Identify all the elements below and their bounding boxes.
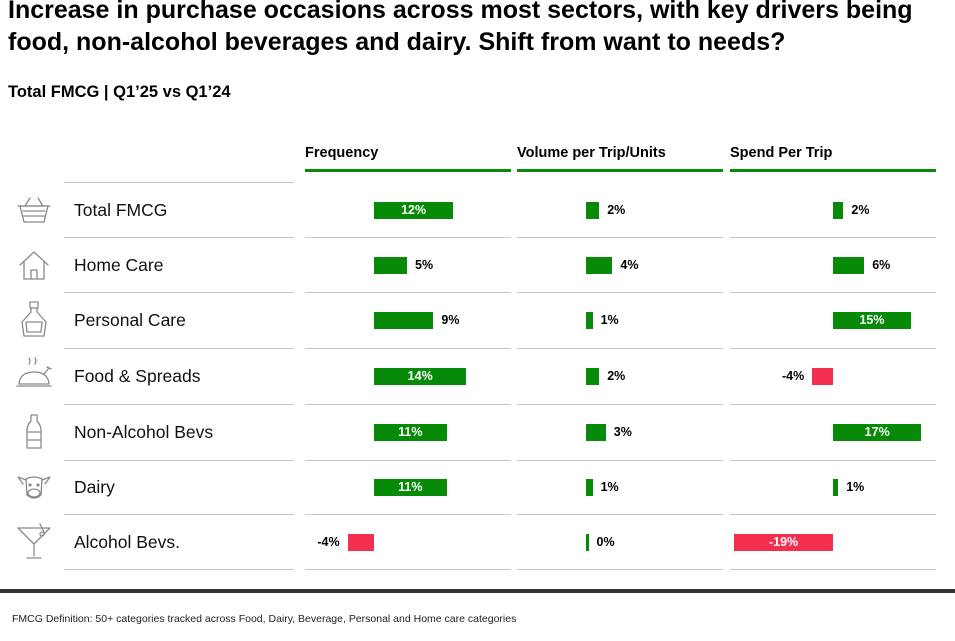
bar-mark bbox=[374, 424, 447, 441]
row-divider bbox=[64, 237, 294, 238]
data-label: 15% bbox=[859, 313, 885, 327]
bar-mark bbox=[586, 368, 600, 385]
series-header-rule bbox=[730, 169, 936, 172]
data-label: 12% bbox=[401, 203, 427, 217]
data-label: 0% bbox=[596, 535, 615, 549]
data-label: 14% bbox=[407, 369, 433, 383]
chart-title: Increase in purchase occasions across mo… bbox=[8, 0, 913, 56]
data-label: 17% bbox=[864, 425, 890, 439]
row-divider bbox=[305, 348, 511, 349]
data-label: 1% bbox=[846, 480, 865, 494]
data-label: 4% bbox=[620, 258, 639, 272]
bar-mark bbox=[586, 534, 589, 551]
bar-mark bbox=[586, 257, 613, 274]
row-divider bbox=[730, 348, 936, 349]
row-divider bbox=[517, 514, 723, 515]
category-label: Home Care bbox=[74, 255, 164, 275]
data-label: 9% bbox=[441, 313, 460, 327]
row-divider bbox=[64, 404, 294, 405]
row-divider bbox=[730, 292, 936, 293]
row-divider bbox=[64, 514, 294, 515]
bar-mark bbox=[374, 202, 454, 219]
row-divider bbox=[64, 569, 294, 570]
chart-subtitle: Total FMCG | Q1’25 vs Q1’24 bbox=[8, 83, 231, 101]
data-label: 2% bbox=[851, 203, 870, 217]
bar-mark bbox=[374, 479, 447, 496]
row-divider bbox=[517, 348, 723, 349]
soda-bottle-icon bbox=[14, 412, 54, 452]
series-header: Frequency bbox=[305, 145, 379, 161]
row-divider bbox=[305, 514, 511, 515]
row-divider bbox=[305, 292, 511, 293]
data-label: 2% bbox=[607, 369, 626, 383]
bar-mark bbox=[812, 368, 833, 385]
category-label: Total FMCG bbox=[74, 200, 168, 220]
data-label: 11% bbox=[398, 480, 423, 494]
row-divider bbox=[730, 569, 936, 570]
category-label: Alcohol Bevs. bbox=[74, 532, 181, 552]
footnote: FMCG Definition: 50+ categories tracked … bbox=[12, 613, 517, 625]
row-divider bbox=[305, 237, 511, 238]
row-divider bbox=[64, 460, 294, 461]
bar-mark bbox=[833, 202, 844, 219]
series-header: Volume per Trip/Units bbox=[517, 145, 666, 161]
row-divider bbox=[730, 404, 936, 405]
bar-mark bbox=[833, 424, 922, 441]
bar-mark bbox=[374, 257, 407, 274]
category-label: Non-Alcohol Bevs bbox=[74, 422, 214, 442]
series-header-rule bbox=[305, 169, 511, 172]
roast-chicken-icon bbox=[14, 356, 54, 396]
data-label: 1% bbox=[600, 313, 619, 327]
bar-mark bbox=[586, 424, 606, 441]
row-divider bbox=[64, 348, 294, 349]
cow-icon bbox=[14, 467, 54, 507]
row-divider bbox=[64, 292, 294, 293]
bar-mark bbox=[374, 312, 434, 329]
perfume-bottle-icon bbox=[14, 300, 54, 340]
house-icon bbox=[14, 245, 54, 285]
cocktail-glass-icon bbox=[14, 522, 54, 562]
data-label: -4% bbox=[317, 535, 340, 549]
basket-icon bbox=[14, 190, 54, 230]
row-divider bbox=[730, 460, 936, 461]
row-divider bbox=[730, 514, 936, 515]
bar-mark bbox=[734, 534, 833, 551]
series-header: Spend Per Trip bbox=[730, 145, 833, 161]
row-divider bbox=[517, 460, 723, 461]
bar-mark bbox=[586, 479, 593, 496]
bottom-divider bbox=[0, 589, 955, 593]
bar-mark bbox=[833, 312, 911, 329]
row-divider bbox=[64, 182, 294, 183]
row-divider bbox=[517, 292, 723, 293]
data-label: 5% bbox=[415, 258, 434, 272]
bar-mark bbox=[833, 479, 839, 496]
bar-mark bbox=[374, 368, 467, 385]
row-divider bbox=[517, 569, 723, 570]
data-label: 6% bbox=[872, 258, 891, 272]
row-divider bbox=[305, 460, 511, 461]
data-label: 11% bbox=[398, 425, 423, 439]
data-label: 2% bbox=[607, 203, 626, 217]
data-label: -4% bbox=[781, 369, 805, 383]
bar-mark bbox=[586, 202, 600, 219]
bar-mark bbox=[833, 257, 865, 274]
series-header-rule bbox=[517, 169, 723, 172]
data-label: 1% bbox=[600, 480, 619, 494]
data-label: -19% bbox=[768, 535, 799, 549]
row-divider bbox=[517, 237, 723, 238]
category-label: Personal Care bbox=[74, 310, 186, 330]
category-label: Dairy bbox=[74, 477, 115, 497]
row-divider bbox=[305, 569, 511, 570]
category-label: Food & Spreads bbox=[74, 366, 201, 386]
row-divider bbox=[517, 404, 723, 405]
row-divider bbox=[730, 237, 936, 238]
row-divider bbox=[305, 404, 511, 405]
bar-mark bbox=[347, 534, 374, 551]
data-label: 3% bbox=[613, 425, 632, 439]
bar-mark bbox=[586, 312, 593, 329]
